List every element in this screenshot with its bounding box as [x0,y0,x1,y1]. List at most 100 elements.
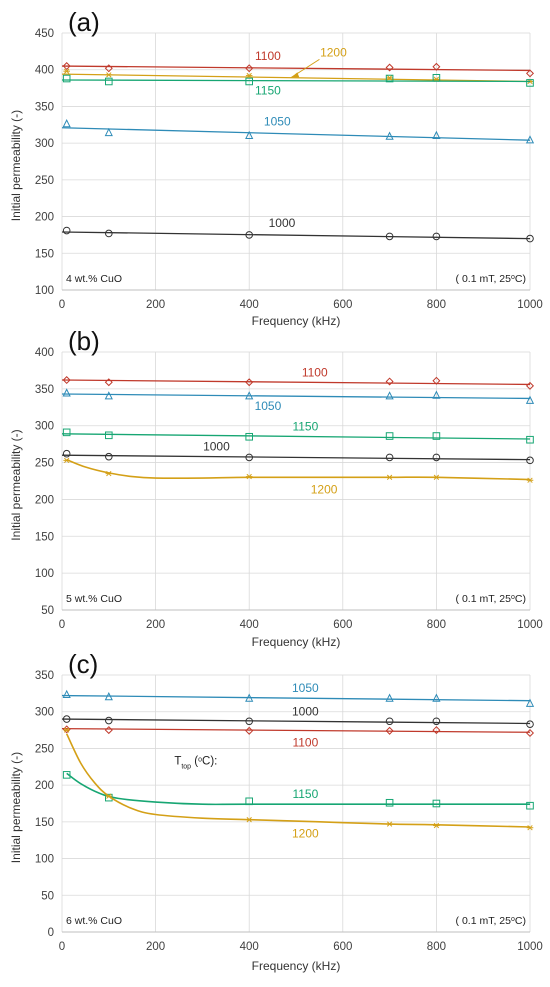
data-point [246,816,252,823]
data-point [246,473,252,480]
data-point [525,698,535,707]
y-tick-label: 350 [35,670,54,682]
data-point [62,388,71,397]
legend-title-part: ( [191,756,198,768]
fit-line [61,718,531,725]
data-point [526,456,534,465]
series-1150: 1150 [61,73,534,98]
fit-line [61,433,531,440]
series-1050: 1050 [61,388,535,413]
data-point [385,377,394,386]
x-tick-label: 600 [333,299,352,311]
x-tick-label: 800 [427,299,446,311]
data-point [62,376,71,385]
series-label: 1000 [292,704,319,718]
series-label: 1000 [269,216,296,230]
fit-line [61,79,531,83]
data-point [62,62,71,71]
data-point [432,453,441,462]
data-point [245,717,253,726]
data-point [62,449,71,458]
y-tick-label: 50 [41,890,54,902]
series-1000: 1000 [61,440,534,465]
legend-title-part: top [181,763,191,770]
data-point [245,378,254,387]
data-point [432,232,441,241]
data-point [245,693,254,702]
y-tick-label: 200 [35,494,54,506]
data-point [432,799,441,808]
y-tick-label: 150 [35,248,54,260]
condition-label-part: o [511,916,515,923]
data-point [106,72,112,78]
x-tick-label: 600 [333,941,352,953]
data-point [106,793,112,799]
data-point [105,431,113,440]
composition-label: 6 wt.% CuO [66,915,122,927]
series-label: 1150 [292,787,318,801]
fit-line [61,127,531,141]
data-point [527,825,533,831]
fit-line [65,733,531,828]
condition-label-part: C) [515,593,526,605]
series-label: 1050 [292,681,319,695]
x-tick-label: 200 [146,619,165,631]
x-tick-label: 400 [240,299,259,311]
condition-label-part: ( 0.1 mT, 25 [456,915,512,927]
condition-label: ( 0.1 mT, 25oC) [456,593,526,605]
data-point [62,74,71,83]
y-axis-title: Initial permeability (-) [9,752,23,863]
data-point [62,689,71,699]
data-point [385,232,394,241]
data-point [525,729,535,738]
series-1000: 1000 [61,704,534,728]
data-point [385,63,394,72]
chart-panel-2: 50 100 150 200 250 300 350 400 0 200 400 600 800 1000… [9,326,543,649]
data-point [385,693,394,702]
x-tick-label: 0 [59,941,65,953]
data-point [106,470,112,477]
y-tick-label: 250 [35,743,54,755]
y-tick-label: 300 [35,707,54,719]
data-point [62,226,71,235]
fit-line [61,65,531,72]
data-point [62,428,71,437]
y-tick-label: 100 [35,285,54,297]
x-axis-title: Frequency (kHz) [252,314,341,328]
x-tick-label: 0 [59,619,65,631]
data-point [433,474,440,480]
y-tick-label: 400 [35,65,54,77]
legend-title-part: o [198,756,202,763]
data-point [526,720,534,728]
y-tick-label: 300 [35,138,54,150]
data-point [62,725,71,734]
data-point [527,477,533,483]
fit-line [66,772,531,806]
data-point [105,229,113,238]
y-tick-label: 150 [35,531,54,543]
series-label: 1100 [292,736,318,750]
data-point [385,798,394,807]
y-tick-label: 250 [35,175,54,187]
data-point [62,715,71,723]
panel-label: (c) [68,649,98,679]
data-point [104,378,113,387]
data-point [245,726,254,735]
data-point [62,119,71,128]
composition-label: 4 wt.% CuO [66,273,122,285]
series-1150: 1150 [62,771,534,810]
fit-line [61,379,531,386]
data-point [432,62,441,71]
data-point [104,127,113,137]
y-tick-label: 0 [48,927,54,939]
fit-line [61,393,531,400]
x-tick-label: 1000 [517,299,543,311]
legend-title-part: T [174,756,181,768]
legend-title-part: C): [202,756,217,768]
x-tick-label: 200 [146,299,165,311]
y-axis-title: Initial permeability (-) [9,429,23,540]
data-point [385,131,394,140]
data-point [385,453,394,462]
data-point [385,717,394,726]
